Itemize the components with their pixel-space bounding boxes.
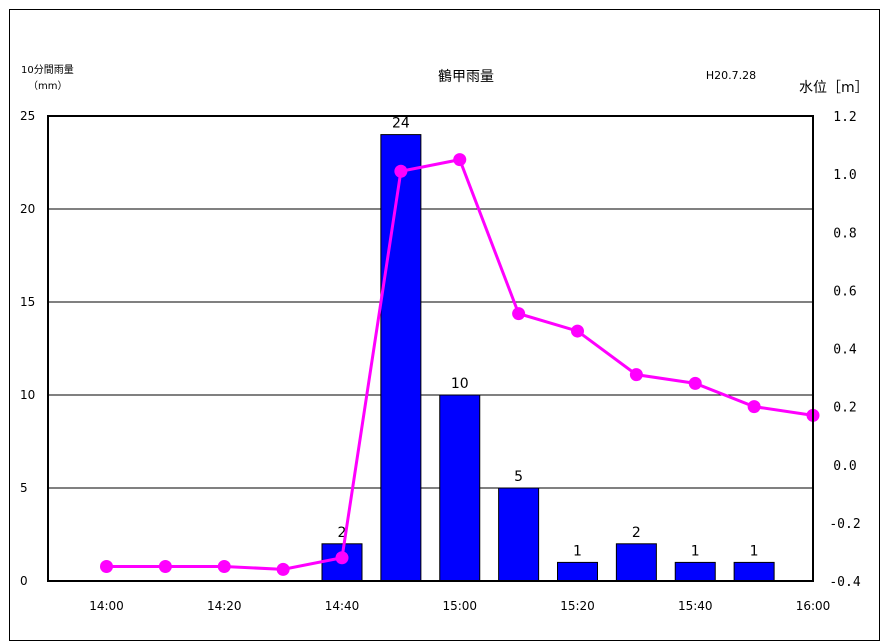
right-tick-0.2: 0.2 xyxy=(833,401,856,416)
x-tick-1500: 15:00 xyxy=(442,599,477,613)
water-level-point-11 xyxy=(747,400,761,414)
bar-7 xyxy=(733,561,775,582)
water-level-point-8 xyxy=(571,324,584,338)
bar-5 xyxy=(615,543,657,582)
x-tick-1600: 16:00 xyxy=(796,599,831,613)
left-tick-15: 15 xyxy=(20,295,35,309)
bar-label-2: 10 xyxy=(451,376,469,392)
water-level-point-9 xyxy=(629,368,643,382)
right-tick-0.6: 0.6 xyxy=(833,284,856,299)
right-tick-0.8: 0.8 xyxy=(833,226,856,241)
water-level-point-5 xyxy=(394,164,408,178)
water-level-point-3 xyxy=(276,562,290,576)
bar-label-6: 1 xyxy=(691,543,700,559)
bar-2 xyxy=(439,394,481,582)
left-axis-label-line1: 10分間雨量 xyxy=(21,64,74,76)
left-tick-25: 25 xyxy=(20,109,35,123)
bar-3 xyxy=(498,487,540,582)
bar-label-0: 2 xyxy=(338,525,347,541)
water-level-point-1 xyxy=(158,559,172,573)
x-tick-1520: 15:20 xyxy=(560,599,595,613)
right-tick--0.2: -0.2 xyxy=(829,517,860,532)
x-tick-1420: 14:20 xyxy=(207,599,242,613)
right-tick-1.0: 1.0 xyxy=(833,168,856,183)
left-tick-20: 20 xyxy=(20,202,35,216)
right-axis-label: 水位［m］ xyxy=(799,80,869,96)
plot-border xyxy=(47,115,814,582)
left-axis-label-line2: （mm） xyxy=(28,80,67,92)
water-level-point-6 xyxy=(453,153,467,167)
left-tick-5: 5 xyxy=(20,481,28,495)
date-label: H20.7.28 xyxy=(706,69,756,82)
water-level-point-10 xyxy=(688,376,702,390)
bar-label-5: 2 xyxy=(632,525,641,541)
x-tick-1400: 14:00 xyxy=(89,599,124,613)
bar-label-4: 1 xyxy=(573,543,582,559)
chart-title: 鶴甲雨量 xyxy=(438,68,494,85)
water-level-point-4 xyxy=(335,551,349,565)
left-tick-10: 10 xyxy=(20,388,35,402)
x-tick-1540: 15:40 xyxy=(678,599,713,613)
water-level-point-7 xyxy=(512,307,526,321)
bar-4 xyxy=(557,561,598,582)
bar-label-1: 24 xyxy=(392,116,410,132)
bar-1 xyxy=(380,134,422,582)
left-tick-0: 0 xyxy=(20,574,28,588)
water-level-point-2 xyxy=(217,559,231,573)
bar-6 xyxy=(674,561,716,582)
right-tick-1.2: 1.2 xyxy=(833,110,856,125)
water-level-point-0 xyxy=(100,559,113,573)
right-tick-0.4: 0.4 xyxy=(833,343,857,358)
right-tick-0.0: 0.0 xyxy=(833,459,856,474)
bar-label-3: 5 xyxy=(514,469,523,485)
x-tick-1440: 14:40 xyxy=(325,599,360,613)
bar-label-7: 1 xyxy=(750,543,759,559)
right-tick--0.4: -0.4 xyxy=(829,575,860,590)
